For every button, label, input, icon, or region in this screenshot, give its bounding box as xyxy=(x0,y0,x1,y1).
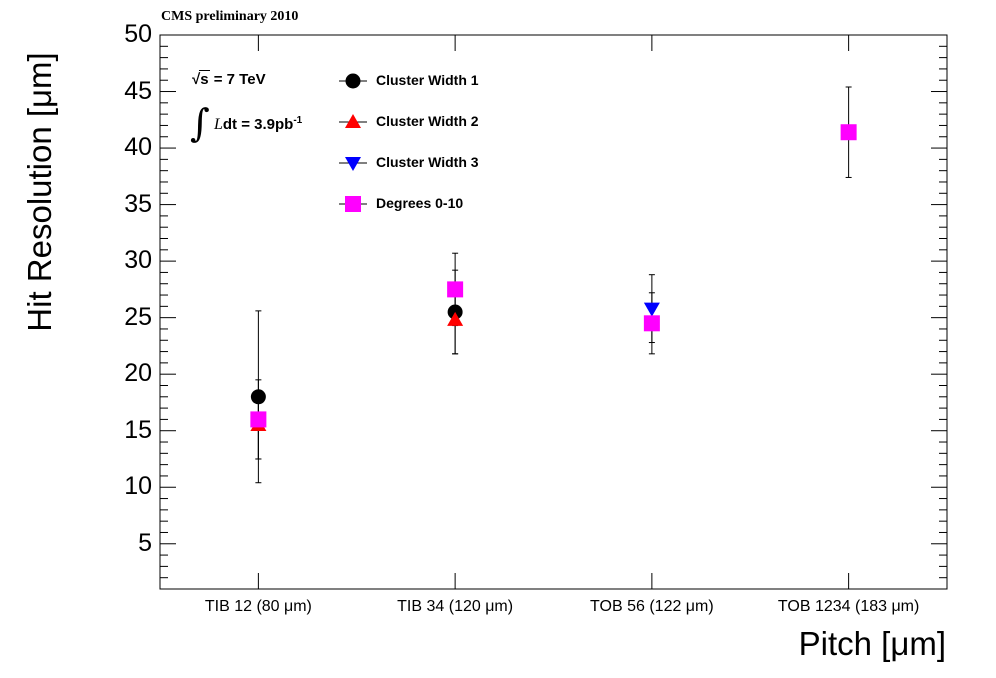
data-point xyxy=(447,281,464,298)
luminosity-annotation: ∫ Ldt = 3.9pb-1 xyxy=(190,101,303,147)
y-tick-label: 50 xyxy=(124,20,152,48)
lumi-value: dt = 3.9pb xyxy=(222,115,294,133)
x-tick-label: TOB 56 (122 μm) xyxy=(590,598,714,615)
legend-markers xyxy=(339,73,367,212)
legend-marker xyxy=(345,157,361,171)
x-tick-label: TOB 1234 (183 μm) xyxy=(777,598,920,615)
sqrt-icon: √ xyxy=(192,71,201,88)
y-tick-label: 20 xyxy=(124,359,152,388)
x-tick-label: TIB 12 (80 μm) xyxy=(204,598,312,615)
legend-entry: Cluster Width 3 xyxy=(376,154,479,170)
integral-icon: ∫ xyxy=(190,101,210,145)
y-tick-label: 40 xyxy=(124,133,152,162)
plot-frame xyxy=(159,34,948,590)
legend-marker xyxy=(345,73,361,89)
y-tick-label: 30 xyxy=(124,246,152,275)
data-markers xyxy=(250,124,857,432)
energy-value: = 7 TeV xyxy=(209,71,266,88)
legend-entry: Cluster Width 2 xyxy=(376,113,479,129)
data-point xyxy=(250,389,266,405)
data-point xyxy=(643,315,660,332)
lumi-exponent: -1 xyxy=(293,114,303,126)
data-point xyxy=(840,124,857,141)
y-tick-label: 45 xyxy=(124,76,152,105)
y-tick-label: 35 xyxy=(124,189,152,218)
y-tick-label: 25 xyxy=(124,302,152,331)
data-point xyxy=(643,302,660,317)
energy-symbol: s xyxy=(199,70,210,88)
x-tick-label: TIB 34 (120 μm) xyxy=(397,598,514,615)
legend-entry: Degrees 0-10 xyxy=(376,195,464,211)
y-tick-label: 5 xyxy=(138,528,152,557)
data-point xyxy=(250,411,267,428)
legend-marker xyxy=(345,196,361,212)
lumi-symbol: L xyxy=(213,115,223,133)
y-axis-title: Hit Resolution [μm] xyxy=(21,52,58,332)
data-point xyxy=(447,311,464,326)
y-tick-label: 15 xyxy=(124,415,152,444)
y-axis-ticks xyxy=(160,34,947,579)
energy-annotation: √s = 7 TeV xyxy=(192,70,266,88)
error-bars xyxy=(255,86,852,484)
x-axis-title: Pitch [μm] xyxy=(798,625,946,662)
experiment-label: CMS preliminary 2010 xyxy=(161,9,299,24)
y-tick-label: 10 xyxy=(124,472,152,501)
legend-entry: Cluster Width 1 xyxy=(376,72,479,88)
x-axis-ticks xyxy=(257,35,850,589)
legend-marker xyxy=(345,114,361,128)
